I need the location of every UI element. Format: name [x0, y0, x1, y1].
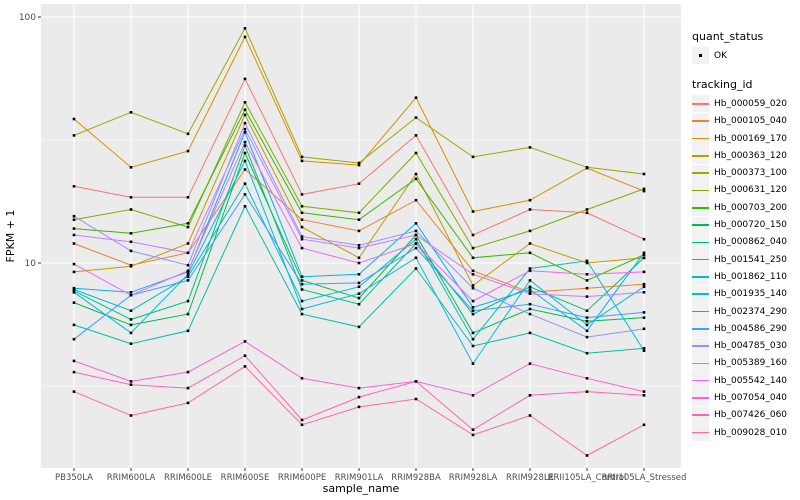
x-axis-labels: PB350LA RRIM600LA RRIM600LE RRIM600SE RRIM60… [55, 473, 686, 483]
series-label: Hb_001935_140 [714, 289, 788, 300]
series-label: Hb_009028_010 [714, 427, 788, 438]
legend-title-tracking-id: tracking_id [692, 78, 753, 92]
series-color-swatch [692, 251, 709, 269]
svg-text:RRIM928BA: RRIM928BA [391, 473, 441, 483]
svg-text:10: 10 [25, 259, 37, 269]
series-label: Hb_000373_100 [714, 168, 788, 179]
legend-item: Hb_001935_140 [692, 285, 798, 303]
y-axis-labels: 100 10 [19, 13, 36, 269]
x-axis-title: sample_name [322, 482, 400, 495]
legend-item: Hb_001862_110 [692, 268, 798, 286]
series-color-swatch [692, 112, 709, 130]
legend-item: Hb_000059_020 [692, 95, 798, 113]
series-label: Hb_007054_040 [714, 392, 788, 403]
legend-series-list: Hb_000059_020 Hb_000105_040 Hb_000169_170 H… [692, 95, 798, 442]
series-label: Hb_000059_020 [714, 98, 788, 109]
series-label: Hb_002374_290 [714, 306, 788, 317]
series-color-swatch [692, 354, 709, 372]
svg-text:RRIM928LE: RRIM928LE [506, 473, 554, 483]
series-label: Hb_000862_040 [714, 237, 788, 248]
legend-item: Hb_009028_010 [692, 424, 798, 442]
point-marker-icon [692, 47, 709, 65]
series-color-swatch [692, 372, 709, 390]
svg-text:RRII105LA_Control: RRII105LA_Control [548, 473, 627, 483]
legend-item: Hb_005542_140 [692, 372, 798, 390]
series-color-swatch [692, 199, 709, 217]
data-points [72, 27, 646, 457]
svg-text:RRII105LA_Stressed: RRII105LA_Stressed [602, 473, 687, 483]
legend-item: Hb_000169_170 [692, 130, 798, 148]
legend-item: Hb_000862_040 [692, 233, 798, 251]
svg-text:RRIM600PE: RRIM600PE [278, 473, 326, 483]
series-label: Hb_000363_120 [714, 150, 788, 161]
series-color-swatch [692, 268, 709, 286]
series-color-swatch [692, 164, 709, 182]
legend-item: Hb_000363_120 [692, 147, 798, 165]
series-label: Hb_000703_200 [714, 202, 788, 213]
series-color-swatch [692, 303, 709, 320]
legend-item-quant-ok: OK [692, 47, 798, 65]
series-label: Hb_001862_110 [714, 271, 788, 282]
svg-text:RRIM928LA: RRIM928LA [449, 473, 498, 483]
series-color-swatch [692, 95, 709, 113]
legend-item: Hb_000631_120 [692, 181, 798, 199]
y-axis-title: FPKM + 1 [4, 209, 17, 263]
series-label: Hb_000720_150 [714, 220, 788, 231]
legend-label-ok: OK [714, 50, 727, 61]
series-color-swatch [692, 216, 709, 234]
legend-item: Hb_001541_250 [692, 251, 798, 269]
legend-item: Hb_000373_100 [692, 164, 798, 182]
series-color-swatch [692, 389, 709, 407]
series-label: Hb_004586_290 [714, 323, 788, 334]
svg-text:RRIM600SE: RRIM600SE [221, 473, 270, 483]
legend: quant_status OK tracking_id Hb_000059_02… [692, 30, 798, 442]
series-label: Hb_000105_040 [714, 116, 788, 127]
series-color-swatch [692, 130, 709, 148]
legend-item: Hb_000720_150 [692, 216, 798, 234]
series-color-swatch [692, 424, 709, 442]
legend-item: Hb_007054_040 [692, 389, 798, 407]
series-label: Hb_005542_140 [714, 375, 788, 386]
series-label: Hb_004785_030 [714, 341, 788, 352]
series-label: Hb_007426_060 [714, 410, 788, 421]
series-color-swatch [692, 233, 709, 251]
series-color-swatch [692, 147, 709, 165]
series-label: Hb_001541_250 [714, 254, 788, 265]
legend-item: Hb_007426_060 [692, 406, 798, 424]
series-color-swatch [692, 285, 709, 303]
svg-text:RRIM901LA: RRIM901LA [335, 473, 384, 483]
legend-item: Hb_002374_290 [692, 303, 798, 320]
legend-item: Hb_004785_030 [692, 337, 798, 355]
series-label: Hb_000169_170 [714, 133, 788, 144]
svg-text:PB350LA: PB350LA [55, 473, 93, 483]
series-label: Hb_005389_160 [714, 358, 788, 369]
series-color-swatch [692, 181, 709, 199]
panel-background [41, 4, 681, 468]
legend-item: Hb_000105_040 [692, 112, 798, 130]
legend-item: Hb_004586_290 [692, 320, 798, 338]
series-label: Hb_000631_120 [714, 185, 788, 196]
legend-item: Hb_005389_160 [692, 354, 798, 372]
series-color-swatch [692, 320, 709, 338]
series-color-swatch [692, 406, 709, 424]
svg-text:RRIM600LE: RRIM600LE [164, 473, 212, 483]
legend-item: Hb_000703_200 [692, 199, 798, 217]
series-color-swatch [692, 337, 709, 355]
svg-text:100: 100 [19, 13, 36, 23]
svg-text:RRIM600LA: RRIM600LA [107, 473, 156, 483]
legend-title-quant-status: quant_status [692, 30, 764, 43]
axis-ticks [38, 16, 645, 471]
